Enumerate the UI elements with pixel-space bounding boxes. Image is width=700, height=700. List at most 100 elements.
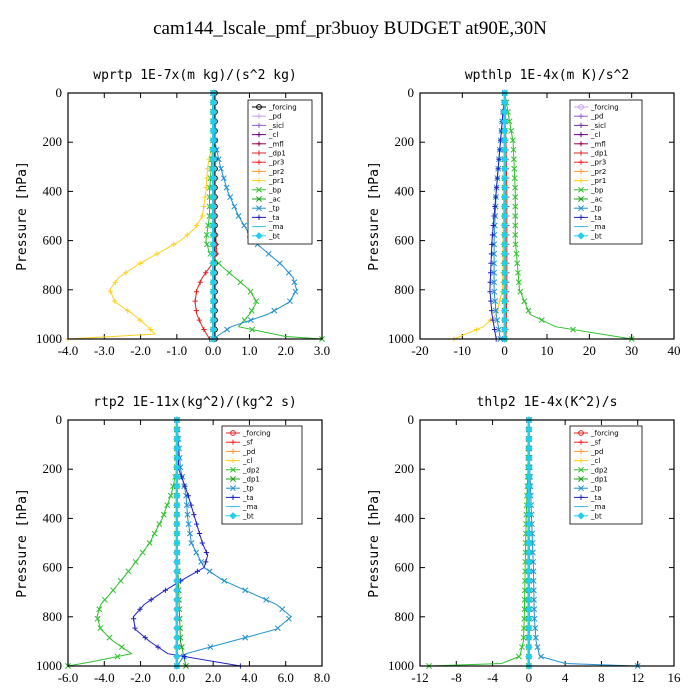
legend-marker	[256, 104, 262, 110]
series-point	[194, 222, 200, 229]
legend-marker	[230, 448, 236, 454]
series-dp2	[426, 417, 532, 669]
series-point	[525, 307, 532, 314]
series-point	[525, 444, 533, 453]
series-point	[531, 615, 538, 622]
legend-entry: _pr2	[590, 168, 606, 176]
series-point	[197, 279, 203, 285]
x-tick-label: 6.0	[278, 670, 294, 685]
series-point	[204, 175, 210, 181]
x-tick-label: -4.0	[94, 670, 115, 685]
series-point	[525, 633, 533, 642]
series-point	[525, 501, 533, 509]
series-point	[496, 156, 502, 162]
legend-entry: _ta	[242, 494, 254, 502]
series-point	[487, 289, 493, 295]
series-point	[500, 174, 509, 182]
x-tick-label: 12	[631, 670, 644, 685]
y-axis-label: Pressure [hPa]	[15, 161, 30, 271]
series-point	[106, 634, 113, 641]
series-point	[209, 250, 217, 258]
series-point	[525, 586, 533, 595]
legend-entry: _dp2	[242, 466, 260, 474]
series-point	[525, 520, 533, 528]
series-point	[154, 251, 160, 257]
series-point	[530, 587, 537, 594]
x-tick-label: 1.0	[241, 343, 257, 358]
series-point	[525, 624, 533, 632]
chart-title: thlp2 1E-4x(K^2)/s	[477, 395, 618, 410]
plot-frame	[67, 419, 323, 667]
series-point	[253, 298, 260, 305]
series-point	[137, 606, 143, 612]
series-point	[205, 222, 212, 229]
series-point	[474, 326, 480, 333]
x-tick-label: 16	[668, 670, 682, 685]
y-axis-label: Pressure [hPa]	[367, 488, 382, 598]
legend-marker	[256, 122, 262, 128]
series-point	[265, 250, 272, 257]
legend-entry: _bp	[268, 186, 282, 194]
series-point	[221, 577, 228, 584]
legend-entry: _forcing	[268, 104, 297, 112]
legend-marker	[256, 141, 262, 147]
series-pr1	[451, 90, 508, 342]
series-point	[173, 624, 181, 632]
series-point	[521, 606, 528, 613]
series-point	[494, 175, 500, 181]
series-point	[492, 203, 498, 210]
series-point	[203, 185, 209, 191]
y-tick-label: 600	[43, 560, 63, 575]
series-point	[531, 596, 537, 603]
legend-marker	[578, 122, 584, 128]
legend-marker	[229, 512, 237, 520]
series-point	[194, 568, 200, 574]
legend-marker	[256, 132, 262, 138]
series-point	[500, 316, 509, 324]
series-point	[520, 634, 527, 641]
series-point	[227, 194, 234, 201]
legend-marker	[578, 132, 584, 138]
series-point	[520, 625, 527, 632]
series-point	[203, 270, 209, 276]
series-point	[500, 136, 509, 145]
series-point	[525, 454, 533, 462]
legend-entry: _cl	[590, 131, 600, 139]
series-point	[538, 653, 544, 660]
series-point	[203, 559, 209, 565]
legend-entry: _pr1	[590, 177, 606, 185]
series-point	[209, 98, 217, 107]
chart-title: wpthlp 1E-4x(m K)/s^2	[465, 68, 629, 83]
series-point	[151, 530, 158, 537]
x-tick-label: 2.0	[278, 343, 294, 358]
series-point	[512, 194, 519, 201]
legend-marker	[578, 466, 584, 473]
series-point	[209, 155, 217, 163]
series-point	[206, 568, 213, 575]
series-point	[500, 193, 509, 201]
series-point	[500, 98, 509, 107]
series-point	[194, 521, 200, 527]
series-point	[500, 259, 509, 268]
series-point	[500, 212, 509, 220]
series-line	[176, 419, 292, 667]
x-tick-label: 3.0	[314, 343, 330, 358]
series-point	[201, 203, 207, 210]
series-point	[249, 326, 256, 333]
y-tick-label: 600	[395, 233, 415, 248]
series-point	[173, 444, 181, 453]
series-point	[235, 213, 242, 219]
series-point	[247, 288, 254, 295]
legend: _forcing_sf_pd_cl_dp2 _dp1_tp_ta_ma_bt	[221, 425, 303, 525]
series-point	[173, 577, 181, 585]
series-point	[512, 222, 519, 229]
x-tick-label: -10	[454, 343, 471, 358]
series-point	[512, 241, 519, 248]
series-point	[125, 568, 132, 575]
plot-frame	[67, 92, 323, 340]
chart-wprtp: wprtp 1E-7x(m kg)/(s^2 kg) Pressure [hPa]…	[15, 68, 330, 358]
series-point	[525, 567, 533, 576]
series-point	[515, 279, 522, 286]
legend-entry: _sf	[242, 439, 253, 447]
